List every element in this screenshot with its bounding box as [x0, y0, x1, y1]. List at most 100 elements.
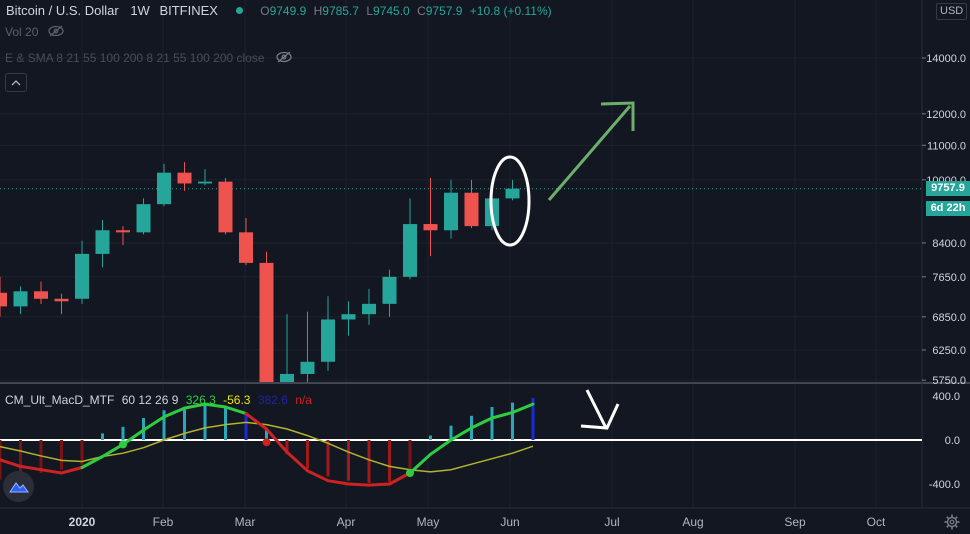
- time-label: May: [417, 515, 440, 529]
- macd-line-segment: [142, 415, 166, 432]
- time-label: 2020: [69, 515, 96, 529]
- macd-line-segment: [19, 464, 43, 472]
- candle-body: [505, 188, 520, 199]
- logo-icon: [8, 481, 29, 492]
- macd-histogram-bar: [511, 402, 514, 440]
- down-arrow-head: [580, 403, 620, 430]
- candle-body: [116, 230, 130, 233]
- price-tick-label: 6850.0: [932, 312, 966, 324]
- macd-line-segment: [429, 438, 453, 456]
- highlight-ellipse: [489, 155, 531, 247]
- macd-line-segment: [244, 412, 268, 431]
- macd-line-segment: [408, 452, 432, 475]
- candle-body: [341, 314, 356, 320]
- macd-line-segment: [511, 402, 535, 414]
- macd-histogram-bar: [244, 413, 248, 440]
- macd-line-segment: [449, 426, 473, 442]
- candle-body: [280, 373, 294, 382]
- macd-line-segment: [285, 450, 309, 473]
- macd-tick-label: -400.0: [929, 479, 960, 491]
- candle-body: [403, 224, 417, 277]
- price-tick-label: 8400.0: [932, 238, 966, 250]
- macd-line-segment: [80, 455, 104, 469]
- candle-body: [157, 172, 171, 205]
- signal-line: [0, 421, 534, 473]
- price-tick-label: 7650.0: [932, 272, 966, 284]
- candle-body: [95, 230, 110, 254]
- candle-body: [136, 204, 151, 233]
- macd-line-segment: [326, 479, 350, 486]
- symbol-legend[interactable]: Bitcoin / U.S. Dollar 1W BITFINEX O9749.…: [6, 3, 552, 18]
- macd-line-segment: [470, 416, 494, 430]
- candles: [0, 162, 520, 382]
- interval-label[interactable]: 1W: [130, 3, 150, 18]
- price-tick-label: 11000.0: [927, 140, 966, 152]
- time-label: Sep: [784, 515, 806, 529]
- candle-body: [362, 303, 376, 315]
- candle-body: [321, 319, 335, 362]
- macd-line-segment: [490, 411, 514, 420]
- symbol-name[interactable]: Bitcoin / U.S. Dollar: [6, 3, 119, 18]
- volume-legend[interactable]: Vol 20: [5, 25, 64, 39]
- candle-body: [218, 181, 233, 233]
- time-label: Oct: [867, 515, 886, 529]
- candle-body: [198, 181, 212, 184]
- macd-histogram-bar: [367, 440, 371, 483]
- macd-histogram-bar: [449, 425, 453, 440]
- time-label: Jun: [500, 515, 519, 529]
- eye-hidden-icon[interactable]: [48, 25, 64, 37]
- eye-hidden-icon[interactable]: [276, 51, 292, 63]
- candle-body: [13, 291, 28, 307]
- macd-histogram-bar: [80, 440, 84, 466]
- macd-line-segment: [183, 402, 207, 410]
- price-tick-label: 6250.0: [932, 345, 966, 357]
- ohlc-readout: O9749.9 H9785.7 L9745.0 C9757.9 +10.8 (+…: [260, 4, 552, 18]
- macd-histogram-bar: [265, 429, 268, 440]
- bar-countdown-badge: 6d 22h: [926, 201, 970, 216]
- macd-histogram-bar: [60, 440, 63, 470]
- candle-body: [75, 253, 89, 299]
- currency-label[interactable]: USD: [936, 3, 968, 20]
- macd-cross-dot: [262, 438, 271, 447]
- settings-button[interactable]: [943, 513, 961, 531]
- macd-legend[interactable]: CM_Ult_MacD_MTF 60 12 26 9 326.3 -56.3 3…: [5, 393, 312, 407]
- up-arrow-shaft: [547, 105, 632, 201]
- gear-icon: [944, 514, 960, 530]
- price-tick-label: 12000.0: [926, 109, 966, 121]
- macd-line-segment: [224, 405, 248, 416]
- macd-line-segment: [162, 406, 186, 419]
- macd-histogram-bar: [429, 435, 432, 440]
- macd-tick-label: 0.0: [945, 435, 960, 447]
- candle-body: [0, 292, 7, 307]
- time-label: Jul: [604, 515, 619, 529]
- macd-histogram-bar: [408, 440, 412, 477]
- candle-body: [34, 291, 48, 299]
- macd-histogram-bar: [326, 440, 330, 477]
- macd-histogram-bar: [121, 426, 125, 440]
- macd-histogram-bar: [347, 440, 350, 481]
- macd-line-segment: [306, 469, 330, 483]
- candle-body: [239, 232, 253, 263]
- macd-histogram-bar: [224, 407, 227, 440]
- time-label: Mar: [235, 515, 256, 529]
- collapse-legend-button[interactable]: [5, 73, 27, 92]
- candle-body: [54, 298, 69, 302]
- price-tick-label: 14000.0: [926, 53, 966, 65]
- time-label: Aug: [682, 515, 703, 529]
- macd-line-segment: [347, 482, 371, 487]
- ema-sma-legend[interactable]: E & SMA 8 21 55 100 200 8 21 55 100 200 …: [5, 51, 292, 65]
- candle-body: [464, 192, 479, 227]
- macd-histogram-bar: [162, 410, 166, 440]
- macd-line-segment: [0, 458, 22, 468]
- time-label: Feb: [153, 515, 174, 529]
- macd-tick-label: 400.0: [932, 391, 960, 403]
- macd-histogram-bar: [531, 397, 535, 440]
- tradingview-logo[interactable]: [3, 471, 34, 502]
- macd-line-segment: [203, 402, 227, 409]
- annotations: [489, 101, 635, 430]
- time-label: Apr: [337, 515, 356, 529]
- candle-body: [259, 262, 274, 382]
- macd-histogram-bar: [101, 433, 104, 440]
